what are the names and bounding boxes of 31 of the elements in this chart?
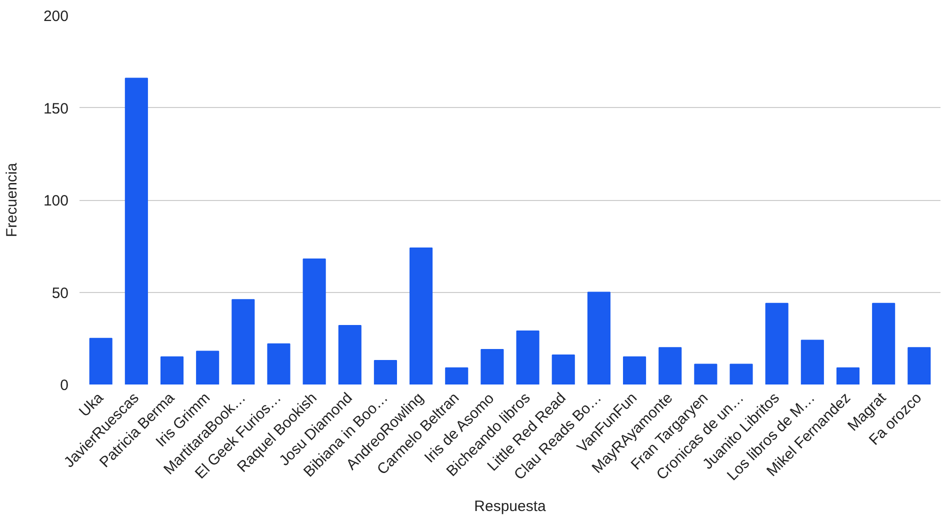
bar	[338, 324, 362, 384]
bar	[622, 356, 646, 384]
y-tick-label: 50	[52, 284, 69, 302]
bar	[232, 299, 255, 384]
bar	[836, 367, 860, 384]
y-tick-label: 150	[43, 100, 69, 118]
bar	[160, 356, 184, 384]
bar	[694, 364, 718, 384]
bar	[480, 348, 504, 384]
bar	[89, 338, 112, 384]
bar	[196, 350, 220, 384]
y-axis-title: Frecuencia	[3, 162, 20, 238]
y-tick-label: 0	[60, 377, 68, 394]
bar	[445, 367, 468, 384]
bar	[908, 347, 931, 384]
bar	[516, 330, 540, 384]
bar	[374, 360, 398, 384]
bar	[267, 343, 290, 384]
bar	[872, 302, 896, 384]
bar	[658, 347, 682, 384]
bar	[765, 302, 788, 384]
y-tick-label: 100	[43, 192, 69, 210]
y-tick-label: 200	[43, 8, 69, 25]
x-axis-title: Respuesta	[474, 498, 547, 516]
bar	[302, 258, 326, 384]
bar	[730, 364, 753, 384]
bar	[552, 354, 575, 384]
bar	[410, 247, 433, 384]
bar	[124, 78, 148, 384]
bar	[800, 340, 824, 384]
bar	[587, 292, 610, 384]
